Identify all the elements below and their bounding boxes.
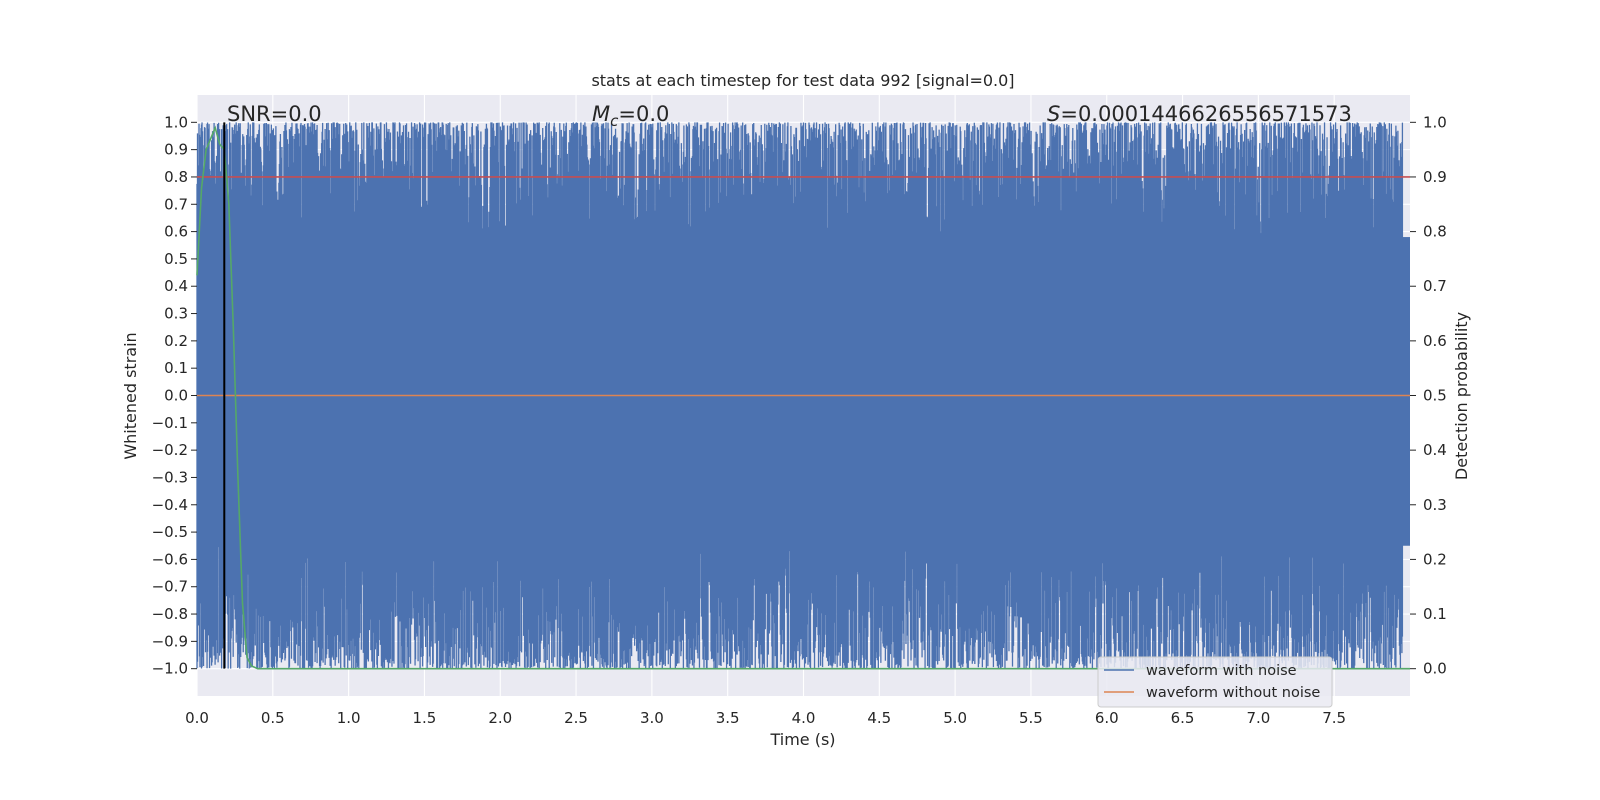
- series-lines: [196, 122, 1410, 670]
- y-tick-label: −0.7: [152, 578, 188, 596]
- y-tick-label: 0.9: [164, 141, 188, 159]
- score-value: =0.0001446626556571573: [1060, 102, 1352, 126]
- y2-tick-label: 0.0: [1423, 660, 1447, 678]
- x-tick-label: 1.0: [337, 709, 361, 727]
- x-axis-label: Time (s): [769, 730, 835, 749]
- x-tick-label: 0.0: [185, 709, 209, 727]
- chirp-mass-symbol: M: [592, 102, 610, 126]
- x-tick-label: 2.5: [564, 709, 588, 727]
- y-tick-label: −0.3: [152, 468, 188, 486]
- snr-annotation: SNR=0.0: [227, 102, 322, 126]
- y-tick-label: −0.9: [152, 632, 188, 650]
- noise-trace: [196, 122, 1404, 669]
- y-tick-label: 0.4: [164, 277, 188, 295]
- x-tick-label: 5.0: [943, 709, 967, 727]
- y-tick-label: −0.1: [152, 414, 188, 432]
- y-tick-label: −0.4: [152, 496, 188, 514]
- y-tick-labels: 1.0 0.9 0.8 0.7 0.6 0.5 0.4 0.3 0.2 0.1 0.0 −0.1 −0.…: [152, 113, 197, 678]
- y2-axis-label: Detection probability: [1452, 312, 1471, 480]
- x-tick-label: 7.0: [1246, 709, 1270, 727]
- x-tick-label: 4.0: [792, 709, 816, 727]
- x-tick-label: 6.0: [1095, 709, 1119, 727]
- y2-tick-label: 0.8: [1423, 223, 1447, 241]
- y2-tick-label: 0.2: [1423, 550, 1447, 568]
- y-tick-label: −0.2: [152, 441, 188, 459]
- y-tick-label: 0.6: [164, 223, 188, 241]
- chart-title: stats at each timestep for test data 992…: [591, 71, 1014, 90]
- x-tick-label: 5.5: [1019, 709, 1043, 727]
- y-tick-label: −0.5: [152, 523, 188, 541]
- x-tick-label: 2.0: [488, 709, 512, 727]
- y-tick-label: 0.5: [164, 250, 188, 268]
- x-tick-label: 7.5: [1322, 709, 1346, 727]
- y-tick-label: −0.6: [152, 550, 188, 568]
- y2-tick-labels: 1.0 0.9 0.8 0.7 0.6 0.5 0.4 0.3 0.2 0.1 0.0: [1410, 113, 1447, 678]
- x-tick-label: 4.5: [867, 709, 891, 727]
- chirp-mass-subscript: c: [610, 112, 619, 130]
- series-waveform-with-noise: [196, 122, 1410, 669]
- y2-tick-label: 0.6: [1423, 332, 1447, 350]
- y-tick-label: −1.0: [152, 660, 188, 678]
- y-tick-label: 0.2: [164, 332, 188, 350]
- y-tick-label: 0.1: [164, 359, 188, 377]
- score-symbol: S: [1047, 102, 1060, 126]
- chirp-mass-annotation: Mc=0.0: [592, 102, 669, 130]
- y2-tick-label: 0.1: [1423, 605, 1447, 623]
- chirp-mass-value: =0.0: [618, 102, 669, 126]
- y-tick-label: 1.0: [164, 113, 188, 131]
- y2-tick-label: 1.0: [1423, 113, 1447, 131]
- x-tick-label: 3.0: [640, 709, 664, 727]
- y-tick-label: 0.8: [164, 168, 188, 186]
- x-tick-label: 6.5: [1171, 709, 1195, 727]
- y-tick-label: 0.3: [164, 305, 188, 323]
- x-tick-labels: 0.0 0.5 1.0 1.5 2.0 2.5 3.0 3.5 4.0 4.5 5.0 5.5 6.0 6…: [185, 709, 1346, 727]
- legend: waveform with noise waveform without noi…: [1097, 656, 1333, 708]
- y-tick-label: 0.7: [164, 195, 188, 213]
- y-tick-label: 0.0: [164, 387, 188, 405]
- y2-tick-label: 0.4: [1423, 441, 1447, 459]
- score-annotation: S=0.0001446626556571573: [1047, 102, 1352, 126]
- y-tick-label: −0.8: [152, 605, 188, 623]
- x-tick-label: 1.5: [413, 709, 437, 727]
- y2-tick-label: 0.3: [1423, 496, 1447, 514]
- y2-tick-label: 0.7: [1423, 277, 1447, 295]
- legend-box: [1097, 656, 1333, 708]
- legend-label-noise: waveform with noise: [1146, 663, 1297, 679]
- legend-label-clean: waveform without noise: [1146, 685, 1320, 701]
- detection-probability-line: [196, 125, 1410, 670]
- y-axis-label: Whitened strain: [121, 332, 140, 459]
- y2-tick-label: 0.9: [1423, 168, 1447, 186]
- x-tick-label: 3.5: [716, 709, 740, 727]
- x-tick-label: 0.5: [261, 709, 285, 727]
- y2-tick-label: 0.5: [1423, 387, 1447, 405]
